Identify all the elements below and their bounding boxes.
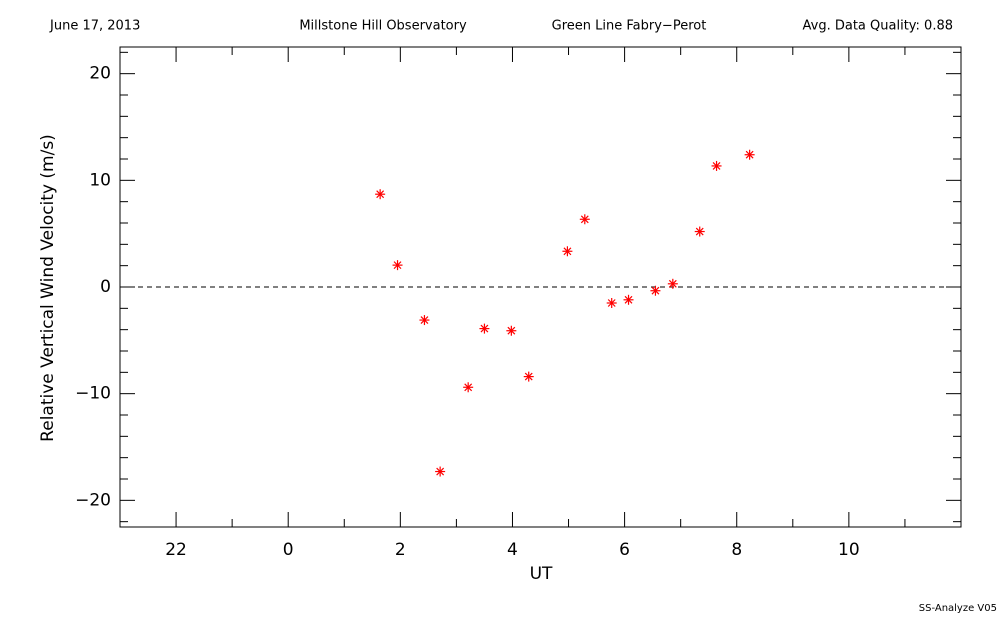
date: June 17, 2013	[49, 19, 140, 34]
x-tick-label: 0	[283, 540, 294, 560]
asterisk-stroke	[507, 326, 516, 335]
y-axis-label: Relative Vertical Wind Velocity (m/s)	[38, 134, 58, 442]
data-point	[375, 189, 386, 200]
x-tick-label: 2	[395, 540, 406, 560]
data-point	[606, 298, 617, 308]
data-point	[392, 260, 403, 271]
data-point	[463, 382, 474, 393]
asterisk-stroke	[480, 324, 489, 333]
data-point	[623, 294, 634, 305]
data-point	[650, 285, 661, 296]
x-tick-label: 22	[165, 540, 187, 560]
y-tick-label: 20	[89, 64, 111, 84]
x-tick-label: 6	[619, 540, 630, 560]
x-axis-label: UT	[530, 564, 553, 584]
data-point	[506, 325, 517, 336]
asterisk-stroke	[376, 190, 385, 199]
data-point	[711, 160, 722, 171]
asterisk-stroke	[420, 316, 429, 324]
x-tick-label: 8	[731, 540, 742, 560]
asterisk-stroke	[712, 162, 721, 170]
asterisk-stroke	[563, 247, 572, 256]
quality: Avg. Data Quality: 0.88	[803, 19, 953, 34]
x-tick-label: 10	[838, 540, 860, 560]
data-point	[694, 226, 705, 237]
asterisk-stroke	[624, 295, 633, 304]
y-tick-label: −10	[75, 384, 111, 404]
asterisk-stroke	[668, 279, 677, 288]
data-point	[479, 323, 490, 334]
asterisk-stroke	[436, 467, 445, 476]
data-point	[579, 214, 590, 225]
y-tick-label: 0	[100, 277, 111, 297]
footer: SS-Analyze V05	[919, 603, 997, 614]
observatory: Millstone Hill Observatory	[299, 19, 467, 34]
data-point	[562, 246, 573, 257]
data-point	[667, 278, 678, 289]
instrument: Green Line Fabry−Perot	[552, 19, 707, 34]
data-point	[523, 371, 534, 382]
asterisk-stroke	[745, 150, 754, 159]
y-tick-label: −20	[75, 490, 111, 510]
data-point	[419, 315, 430, 326]
asterisk-stroke	[651, 286, 660, 295]
asterisk-stroke	[464, 383, 473, 392]
asterisk-stroke	[607, 299, 616, 307]
data-point	[435, 466, 446, 477]
data-point	[744, 149, 755, 160]
y-tick-label: 10	[89, 170, 111, 190]
asterisk-stroke	[393, 261, 402, 270]
x-tick-label: 4	[507, 540, 518, 560]
asterisk-stroke	[580, 215, 589, 224]
asterisk-stroke	[524, 372, 533, 381]
asterisk-stroke	[695, 227, 704, 236]
